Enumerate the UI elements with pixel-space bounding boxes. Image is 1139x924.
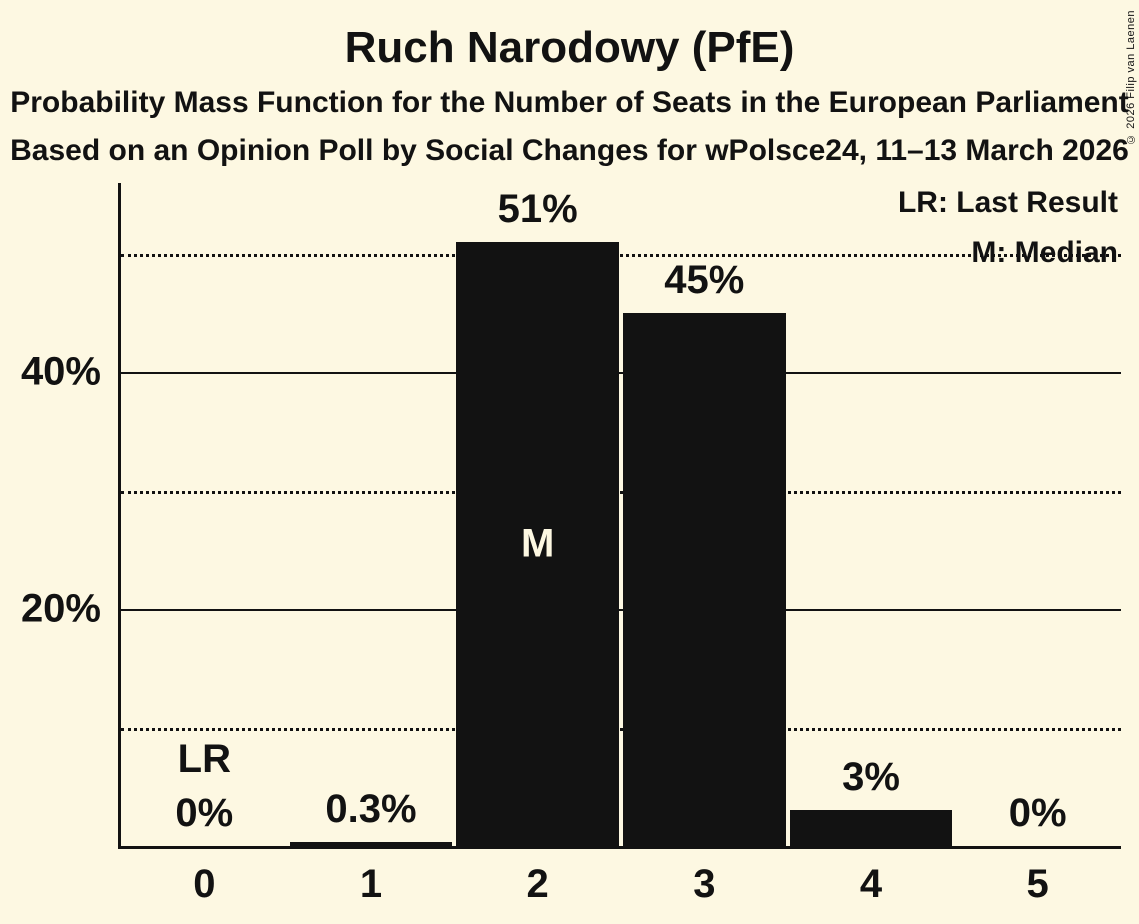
bar-value-label-seat-0: 0% <box>175 791 234 835</box>
bar-seat-1 <box>289 842 453 846</box>
gridline-20 <box>121 609 1121 612</box>
x-axis-tick-label-0: 0 <box>193 862 216 906</box>
bar-value-label-seat-3: 45% <box>664 258 745 303</box>
y-axis-tick-label-40: 40% <box>20 349 101 394</box>
plot-area: 20% 40% 0% LR 0 0.3% 1 51% M 2 45% 3 3% 4 0% 5 <box>21 183 1121 906</box>
y-axis-tick-label-20: 20% <box>20 586 101 631</box>
gridline-dotted-30 <box>121 490 1121 494</box>
legend: LR: Last Result M: Median <box>898 178 1118 278</box>
x-axis-tick-label-3: 3 <box>693 862 716 906</box>
x-axis-tick-label-2: 2 <box>526 862 549 906</box>
gridline-40 <box>121 372 1121 375</box>
bar-seat-3 <box>623 313 786 846</box>
chart-subtitle-line1: Probability Mass Function for the Number… <box>10 86 1129 119</box>
x-axis-tick-label-4: 4 <box>859 862 883 906</box>
gridline-dotted-10 <box>121 727 1121 731</box>
last-result-marker: LR <box>177 737 231 781</box>
x-axis-tick-label-5: 5 <box>1026 862 1049 906</box>
copyright-notice: © 2026 Filip van Laenen <box>1125 10 1137 145</box>
bar-value-label-seat-4: 3% <box>842 755 900 800</box>
chart-title: Ruch Narodowy (PfE) <box>344 23 795 72</box>
bar-seat-4 <box>789 810 953 846</box>
bar-value-label-seat-5: 0% <box>1008 791 1067 835</box>
bar-value-label-seat-2: 51% <box>497 187 578 232</box>
legend-median-entry: M: Median <box>971 236 1118 269</box>
gridline-dotted-50 <box>121 254 1121 258</box>
x-axis-tick-label-1: 1 <box>359 862 383 906</box>
bar-seat-2 <box>456 242 619 846</box>
legend-last-result-entry: LR: Last Result <box>897 186 1118 219</box>
chart-subtitle-line2: Based on an Opinion Poll by Social Chang… <box>10 134 1129 167</box>
bar-value-label-seat-1: 0.3% <box>325 787 417 832</box>
median-marker: M <box>520 521 555 566</box>
